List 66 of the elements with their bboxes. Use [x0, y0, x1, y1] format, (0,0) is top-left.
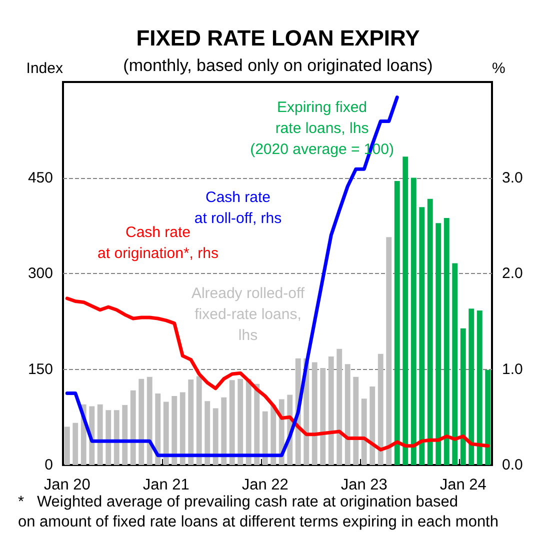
bar — [180, 392, 186, 465]
bar — [444, 218, 450, 465]
bar — [163, 402, 169, 465]
bar — [468, 308, 474, 465]
y2-tick-label: 3.0 — [502, 169, 523, 186]
bar — [344, 364, 350, 465]
y-tick-label: 150 — [28, 360, 53, 378]
line-series — [65, 96, 399, 458]
chart-title: FIXED RATE LOAN EXPIRY — [136, 26, 420, 50]
bar — [328, 356, 334, 465]
bar — [262, 411, 268, 465]
bar — [155, 394, 161, 465]
x-tick-label: Jan 24 — [440, 476, 487, 494]
bar — [419, 207, 425, 465]
x-tick-label: Jan 22 — [242, 476, 288, 494]
bar — [312, 362, 318, 465]
bar — [212, 408, 218, 465]
y-tick-label: 300 — [28, 265, 53, 282]
x-tick-label: Jan 23 — [340, 476, 388, 494]
y2-axis-title: % — [492, 60, 506, 77]
y2-tick-label: 0.0 — [502, 456, 523, 474]
text: Cash rate at origination*, rhs — [98, 224, 218, 262]
bar — [410, 178, 416, 465]
bar — [122, 404, 128, 465]
bar — [138, 378, 144, 465]
bar — [188, 379, 194, 465]
chart-subtitle: (monthly, based only on originated loans) — [123, 56, 433, 75]
bar — [196, 376, 202, 465]
text: Cash rate at roll-off, rhs — [194, 189, 282, 227]
bar — [72, 422, 78, 465]
bar — [246, 378, 252, 465]
bar — [370, 386, 376, 465]
bar — [106, 410, 112, 465]
bar — [229, 380, 235, 465]
bar — [427, 198, 433, 465]
bar — [221, 397, 227, 465]
bar — [238, 378, 244, 465]
bar — [476, 310, 482, 465]
bar — [378, 354, 384, 465]
bar — [402, 156, 408, 465]
bar — [114, 410, 120, 465]
bar — [97, 404, 103, 465]
y-tick-label: 0 — [44, 456, 53, 474]
bar — [394, 180, 400, 465]
bar — [386, 237, 392, 465]
bar — [64, 426, 70, 465]
bar — [353, 376, 359, 465]
text: * Weighted average of prevailing cash rate at origination based on amount of fixed rate loans at different terms expiring in each month — [18, 494, 498, 530]
bar — [320, 368, 326, 465]
bar — [204, 401, 210, 465]
y2-tick-label: 1.0 — [502, 360, 523, 378]
x-tick-label: Jan 20 — [44, 476, 91, 494]
y2-tick-label: 2.0 — [502, 265, 523, 282]
bar — [485, 370, 491, 465]
y-axis-title: Index — [26, 60, 64, 77]
bar — [452, 263, 458, 465]
bar — [436, 223, 442, 465]
bar — [460, 328, 466, 465]
x-tick-label: Jan 21 — [142, 476, 190, 494]
bar — [336, 348, 342, 465]
series-label: Already rolled-off fixed-rate loans, lhs — [191, 285, 306, 344]
bar — [361, 398, 367, 465]
bar — [146, 376, 152, 465]
bar — [130, 390, 136, 465]
y-tick-label: 450 — [28, 169, 53, 186]
bar — [172, 396, 178, 465]
